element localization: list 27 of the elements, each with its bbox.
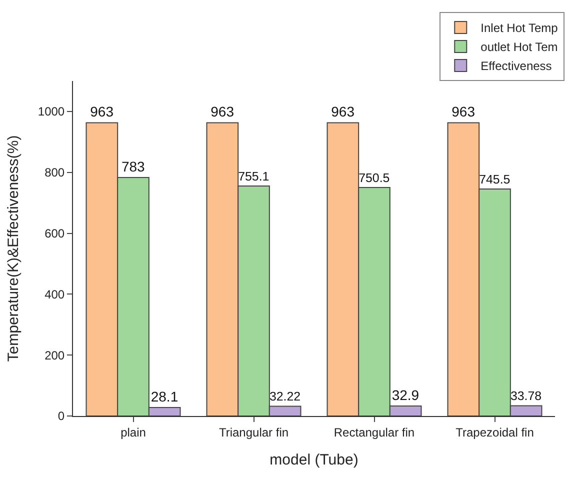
x-tick-label: Triangular fin xyxy=(218,425,289,440)
data-label: 28.1 xyxy=(150,388,178,404)
data-label: 745.5 xyxy=(479,172,510,186)
y-axis-title: Temperature(K)&Effectiveness(%) xyxy=(5,135,22,362)
x-tick-label: plain xyxy=(120,425,146,440)
data-label: 750.5 xyxy=(358,170,390,185)
y-tick-label: 600 xyxy=(44,226,65,240)
data-label: 963 xyxy=(452,104,476,120)
data-label: 963 xyxy=(90,104,114,120)
data-label: 33.78 xyxy=(510,389,542,404)
x-tick-label: Rectangular fin xyxy=(334,425,415,440)
legend-label: Effectiveness xyxy=(480,59,552,74)
data-label: 963 xyxy=(210,104,234,120)
legend-label: outlet Hot Tem xyxy=(480,40,558,54)
legend-label: Inlet Hot Temp xyxy=(480,21,558,36)
data-label: 963 xyxy=(331,104,355,120)
data-label: 783 xyxy=(121,158,146,175)
data-label: 32.22 xyxy=(269,390,301,404)
data-label: 755.1 xyxy=(238,169,270,184)
x-tick-label: Trapezoidal fin xyxy=(456,425,534,440)
y-tick-label: 200 xyxy=(44,348,65,362)
data-label: 32.9 xyxy=(392,386,420,403)
y-tick-label: 0 xyxy=(58,409,65,424)
y-tick-label: 400 xyxy=(44,287,65,302)
x-axis-title: model (Tube) xyxy=(270,451,358,468)
y-tick-label: 800 xyxy=(44,166,65,180)
y-tick-label: 1000 xyxy=(38,104,65,119)
